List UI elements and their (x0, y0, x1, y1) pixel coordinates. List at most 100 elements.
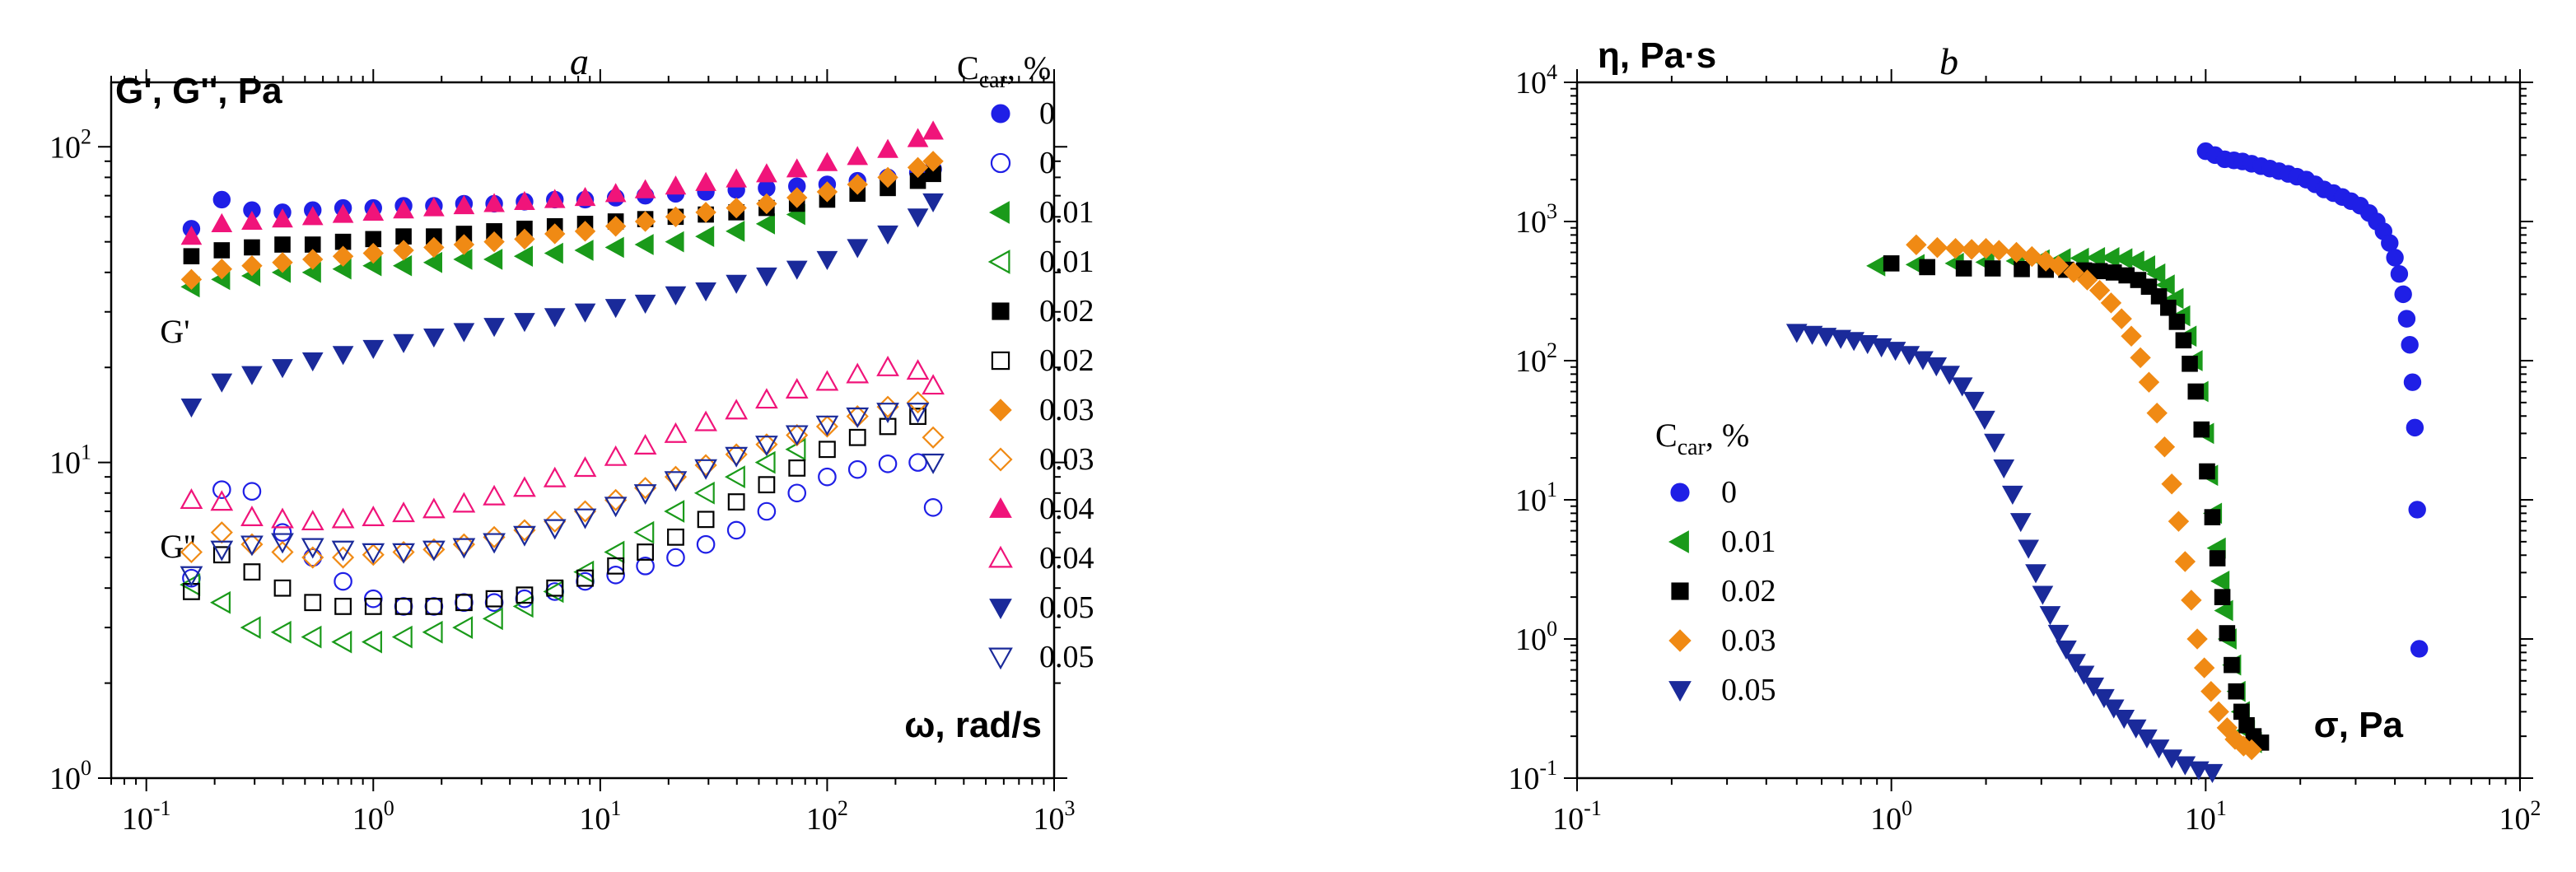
data-point (2148, 739, 2170, 759)
data-point (922, 193, 944, 212)
data-point (694, 459, 717, 480)
data-point (422, 540, 446, 562)
legend-label: 0.04 (1039, 541, 1094, 576)
data-point (788, 459, 806, 477)
data-point (422, 538, 446, 561)
legend-marker (991, 351, 1010, 371)
data-point (2386, 249, 2404, 267)
data-point (907, 391, 930, 414)
data-point (2168, 511, 2190, 532)
data-point (1951, 377, 1973, 397)
data-point (726, 274, 748, 294)
data-point (452, 492, 476, 513)
data-point (2111, 308, 2132, 329)
data-point (754, 450, 776, 474)
data-point (483, 318, 505, 338)
data-point (455, 593, 474, 613)
data-point (2401, 336, 2419, 354)
y-tick-label: 103 (1515, 199, 1557, 240)
data-point (180, 540, 203, 564)
data-point (637, 543, 654, 561)
data-point (2039, 606, 2061, 626)
data-point (573, 500, 597, 523)
data-point (1988, 240, 2010, 261)
panel-letter: b (1939, 40, 1958, 82)
data-point (241, 254, 263, 277)
data-point (180, 399, 203, 418)
data-point (212, 480, 231, 499)
data-point (815, 415, 839, 436)
data-point (2125, 719, 2147, 739)
data-point (636, 557, 655, 576)
data-point (755, 436, 778, 457)
series-1-filled (1866, 247, 2262, 753)
data-point (452, 616, 474, 639)
data-point (787, 483, 807, 503)
data-point (513, 519, 536, 542)
data-point (726, 220, 745, 242)
data-point (1984, 433, 2005, 453)
data-point (785, 378, 809, 399)
data-point (271, 507, 294, 529)
data-point (604, 299, 627, 319)
series-9-open (180, 355, 945, 531)
series-2-filled (1883, 255, 2270, 751)
data-point (513, 525, 536, 547)
data-point (211, 212, 233, 232)
data-point (2001, 485, 2023, 506)
data-point (2160, 299, 2177, 316)
data-point (362, 630, 382, 654)
data-point (483, 193, 505, 212)
x-tick-label: 10-1 (1552, 796, 1602, 837)
series-11-open (180, 403, 945, 587)
data-point (453, 234, 475, 255)
series-8-filled (180, 120, 944, 245)
legend-label: 0.01 (1039, 245, 1094, 279)
data-point (2200, 680, 2222, 702)
data-point (332, 245, 354, 267)
data-point (909, 408, 926, 426)
series-6-filled (180, 151, 944, 291)
data-point (923, 498, 943, 517)
data-point (362, 506, 385, 527)
data-point (423, 236, 445, 259)
data-point (664, 465, 688, 488)
legend-label: 0.03 (1039, 393, 1094, 427)
data-point (1955, 260, 1972, 277)
data-point (244, 239, 260, 256)
data-point (362, 201, 385, 221)
data-point (2130, 347, 2151, 369)
data-point (2063, 262, 2084, 283)
data-point (816, 181, 838, 203)
y-tick-label: 102 (1515, 338, 1557, 379)
data-point (2025, 564, 2046, 584)
data-point (514, 313, 535, 333)
data-point (906, 359, 930, 380)
data-point (2076, 269, 2098, 291)
data-point (2214, 589, 2231, 605)
data-point (604, 540, 625, 564)
x-tick-label: 102 (806, 796, 848, 837)
data-point (513, 476, 536, 497)
data-point (573, 456, 597, 478)
data-point (2208, 701, 2229, 723)
data-point (1939, 366, 1961, 385)
data-point (2397, 310, 2416, 328)
data-point (607, 557, 625, 575)
data-point (2056, 640, 2077, 660)
data-point (2175, 332, 2192, 349)
legend-label: 0 (1721, 475, 1737, 510)
data-point (816, 250, 838, 270)
legend-marker (1671, 582, 1689, 600)
series-0-filled (2196, 142, 2429, 658)
data-point (877, 166, 898, 189)
data-point (2187, 383, 2205, 400)
y-tick-label: 10-1 (1508, 756, 1557, 796)
series-3-filled (1906, 234, 2262, 761)
annotation-label: G'' (160, 528, 195, 565)
data-point (512, 595, 534, 618)
data-point (364, 598, 382, 615)
data-point (516, 586, 534, 604)
legend-marker (992, 302, 1010, 320)
data-point (301, 538, 324, 559)
